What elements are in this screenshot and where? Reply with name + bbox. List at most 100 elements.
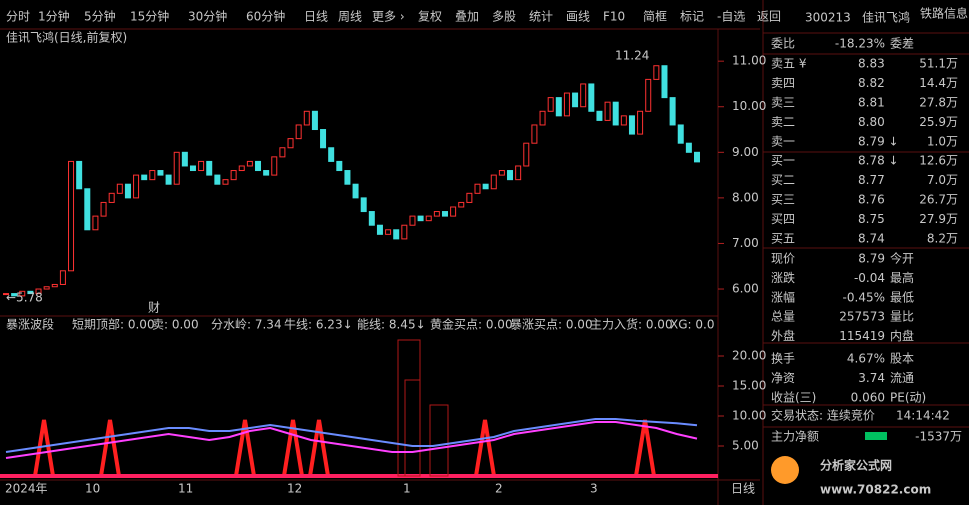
candle <box>43 286 50 290</box>
label: 6.00 <box>732 282 759 296</box>
tool-button[interactable]: 简框 <box>643 10 667 24</box>
tool-button[interactable]: 复权 <box>418 10 442 24</box>
candle <box>474 183 481 194</box>
tool-button[interactable]: 叠加 <box>455 10 479 24</box>
candle <box>588 83 595 112</box>
candle <box>531 124 538 144</box>
label: 51.1万 <box>919 57 958 71</box>
label: 买四 <box>771 212 795 226</box>
candle <box>653 65 660 80</box>
label: 换手 <box>771 352 795 366</box>
period-tab[interactable]: 30分钟 <box>188 9 227 24</box>
period-tab[interactable]: 日线 <box>304 10 328 24</box>
candle <box>547 97 554 112</box>
label: 分水岭: 7.34 <box>211 318 282 332</box>
period-tab[interactable]: 1分钟 <box>38 9 70 24</box>
indicator-line <box>5 421 698 459</box>
candle <box>352 183 359 199</box>
candle <box>246 160 253 167</box>
period-tab[interactable]: 15分钟 <box>130 9 169 24</box>
candle <box>76 160 83 190</box>
tool-button[interactable]: 画线 <box>566 10 590 24</box>
candle <box>19 290 26 297</box>
period-tab[interactable]: 5分钟 <box>84 9 116 24</box>
label: 铁路信息 <box>920 6 968 21</box>
label: 15.00 <box>732 379 766 393</box>
candle <box>11 293 18 297</box>
label: 能线: 8.45↓ <box>357 318 426 332</box>
signal-spikes <box>33 419 656 477</box>
candle <box>181 151 188 167</box>
candle <box>189 165 196 172</box>
candle <box>51 283 58 288</box>
label: 收益(三) <box>771 390 816 404</box>
label: 委差 <box>890 37 914 51</box>
panel-dividers <box>763 32 969 428</box>
candle <box>555 97 562 117</box>
label: 12.6万 <box>919 154 958 168</box>
tool-button[interactable]: 统计 <box>529 10 553 24</box>
candle <box>255 160 262 172</box>
indicator-line <box>5 418 698 453</box>
period-tab[interactable]: 60分钟 <box>246 9 285 24</box>
label: 现价 <box>771 252 795 266</box>
period-tab[interactable]: 分时 <box>6 10 30 24</box>
label: 8.81 <box>858 96 885 110</box>
candle <box>637 110 644 135</box>
period-tab[interactable]: 周线 <box>338 10 362 24</box>
label: 8.76 <box>858 193 885 207</box>
label: 财 <box>148 301 160 315</box>
label: 20.00 <box>732 349 766 363</box>
label: 卖三 <box>771 96 795 110</box>
label: 内盘 <box>890 328 914 343</box>
candle <box>661 65 668 99</box>
tool-button[interactable]: -自选 <box>717 10 745 24</box>
candle <box>165 174 172 185</box>
label: 14.4万 <box>919 76 958 90</box>
tool-button[interactable]: F10 <box>603 10 625 24</box>
tool-button[interactable]: 标记 <box>680 10 704 24</box>
label: XG: 0.0 <box>670 318 714 332</box>
label: 26.7万 <box>919 193 958 207</box>
label: 卖一 <box>771 135 795 149</box>
label: 佳讯飞鸿 <box>862 11 910 25</box>
candle <box>141 174 148 181</box>
candle <box>417 215 424 222</box>
label: 交易状态: 连续竞价 <box>771 408 875 423</box>
label: 黄金买点: 0.00 <box>430 317 513 332</box>
candle <box>596 110 603 121</box>
label: 257573 <box>839 310 885 324</box>
label: 外盘 <box>771 328 795 343</box>
label: 7.0万 <box>927 173 958 187</box>
candle <box>149 170 156 181</box>
label: 暴涨买点: 0.00 <box>510 317 593 332</box>
candle <box>100 201 107 217</box>
label: 量比 <box>890 310 914 324</box>
candle <box>35 288 42 295</box>
candle <box>645 78 652 112</box>
label: 最高 <box>890 270 914 285</box>
net-bar <box>865 432 887 440</box>
candle <box>157 170 164 176</box>
candle <box>604 101 611 121</box>
label: 买一 <box>771 154 795 168</box>
label: 最低 <box>890 290 914 304</box>
label: 14:14:42 <box>896 409 950 423</box>
label: -1537万 <box>915 430 962 444</box>
candle <box>563 92 570 117</box>
label: -18.23% <box>835 37 885 51</box>
candle <box>263 170 270 176</box>
candle <box>401 224 408 240</box>
candle <box>425 215 432 222</box>
label: 主力入货: 0.00 <box>590 317 673 332</box>
tool-button[interactable]: 多股 <box>492 10 516 24</box>
label: 27.8万 <box>919 96 958 110</box>
tool-button[interactable]: 返回 <box>757 10 781 24</box>
candle <box>344 170 351 185</box>
candle <box>539 110 546 126</box>
candle <box>279 147 286 158</box>
candle <box>580 83 587 108</box>
candle <box>124 183 131 199</box>
period-tab[interactable]: 更多 › <box>372 10 405 24</box>
label: 1 <box>403 482 411 496</box>
